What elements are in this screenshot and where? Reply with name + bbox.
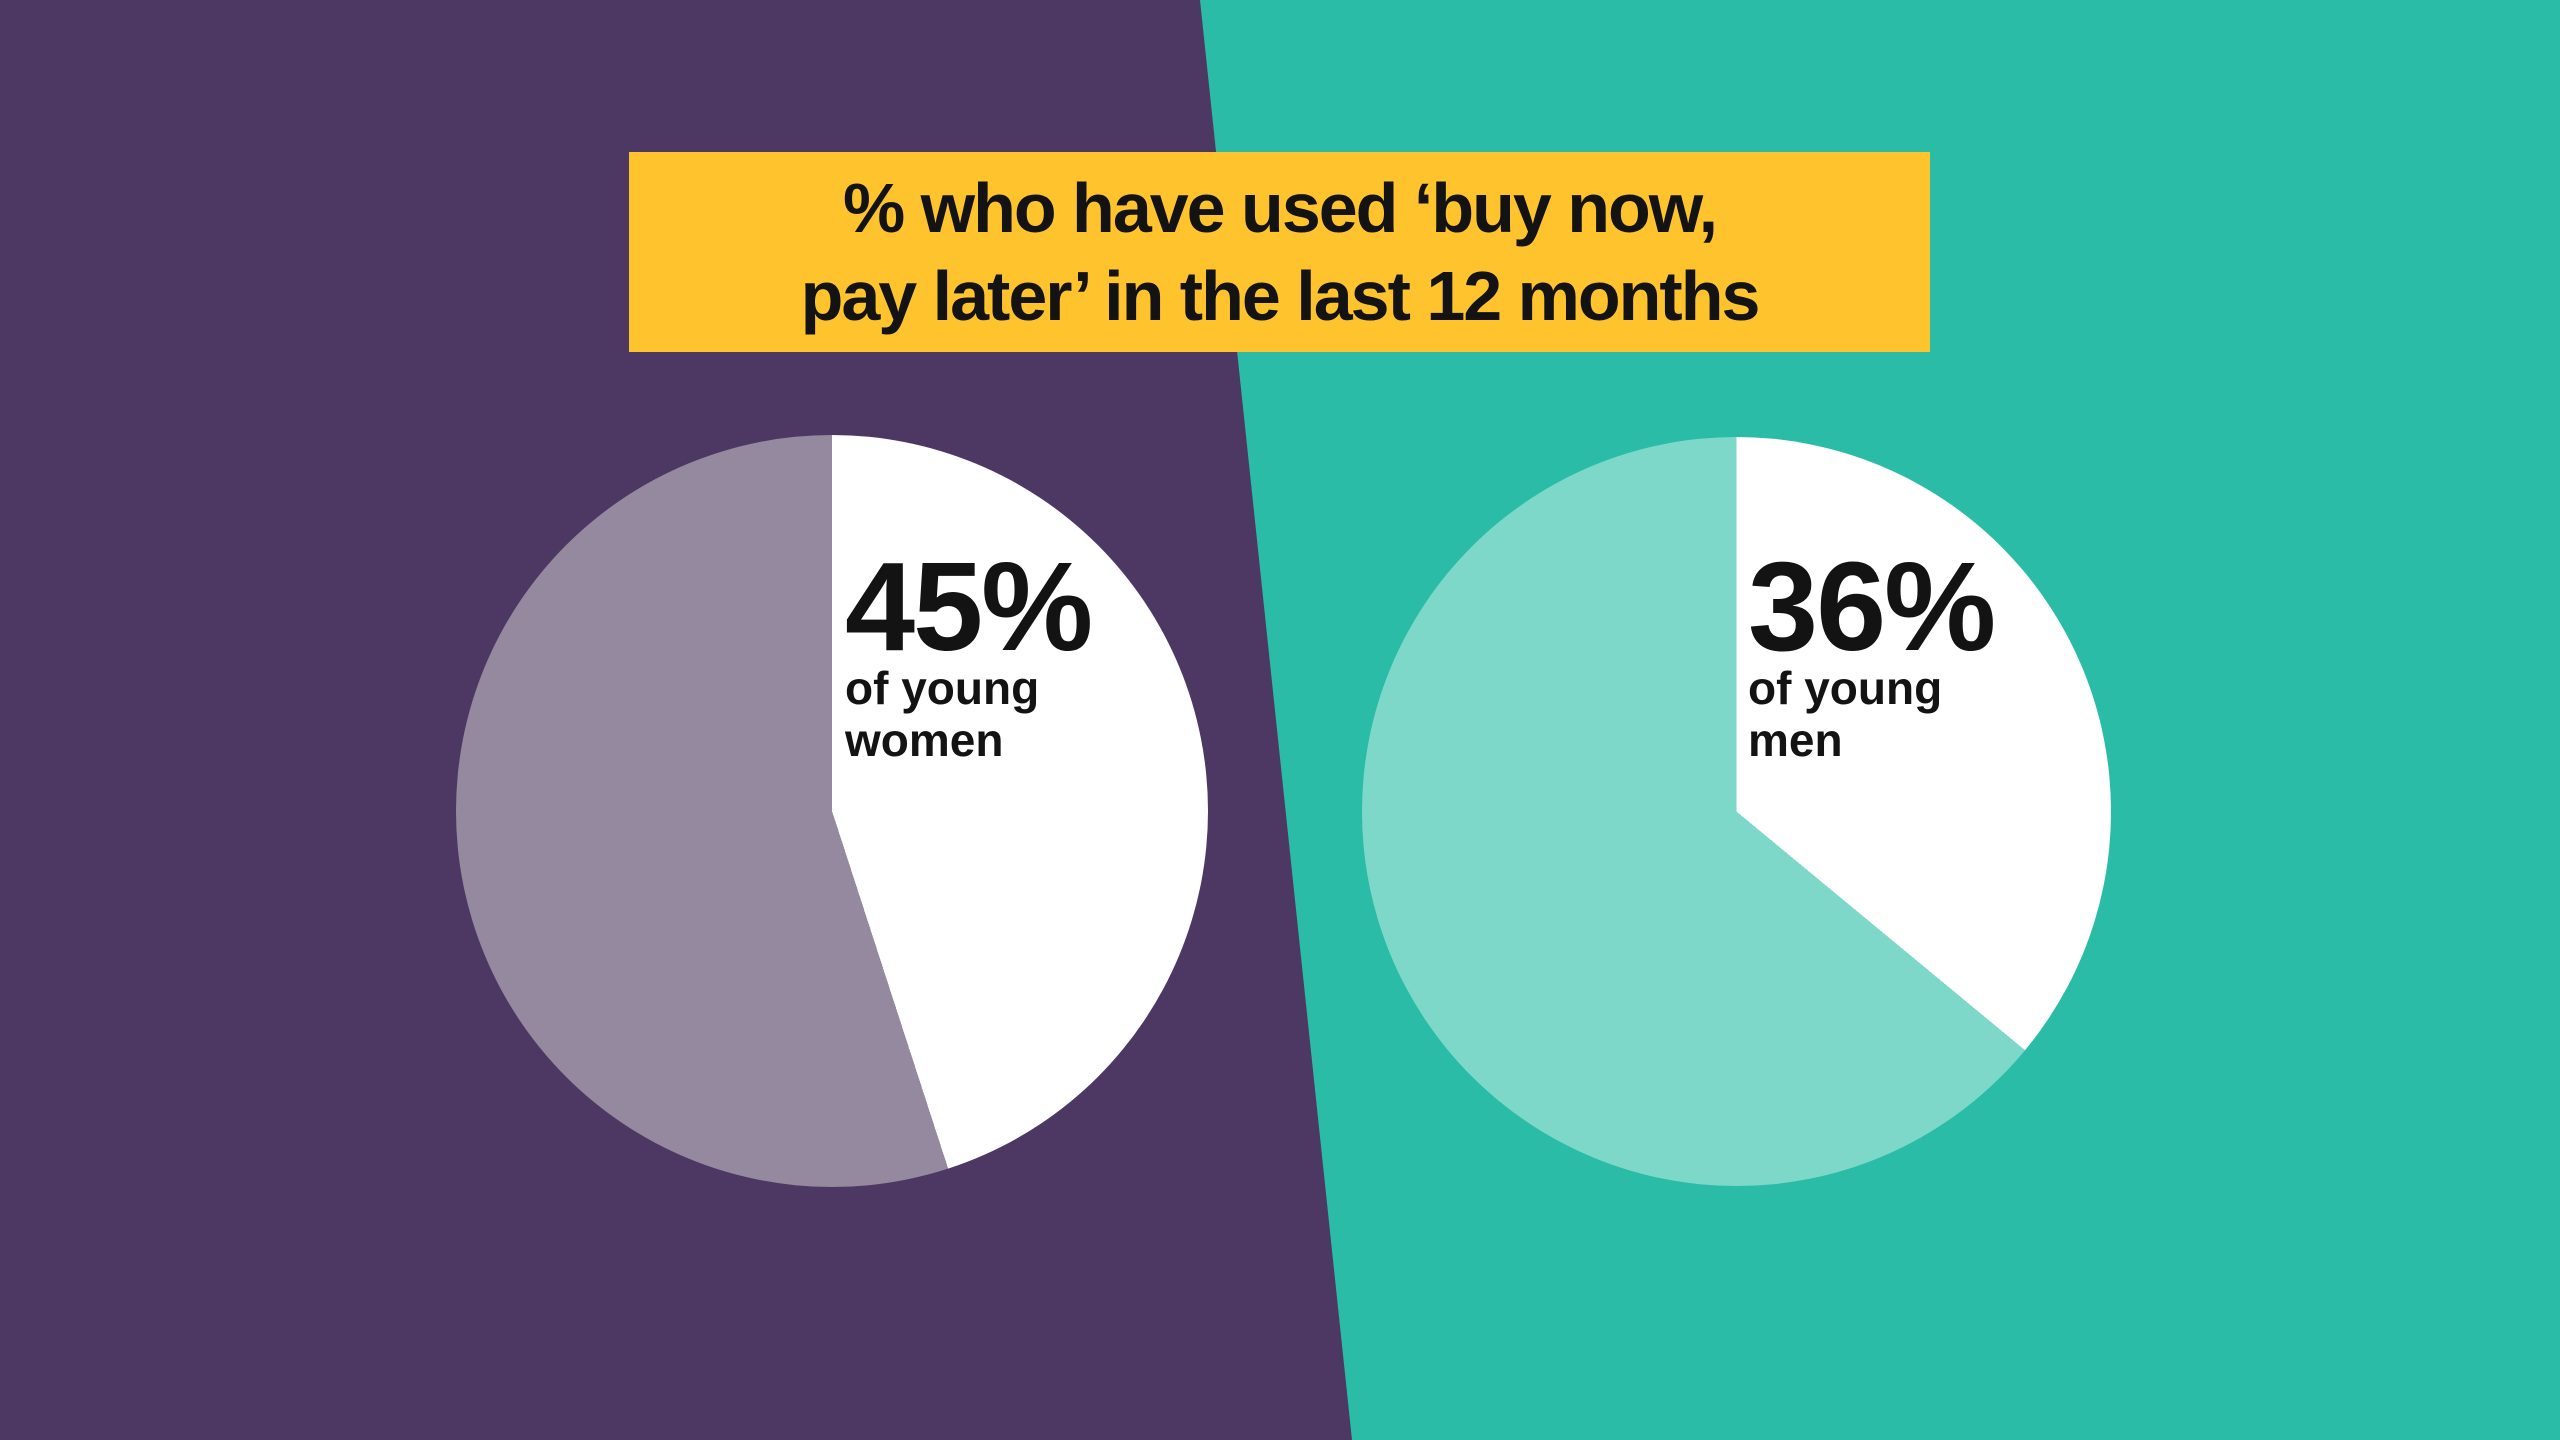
pie-chart-young-women <box>456 435 1208 1187</box>
pie-value-young-women: 45% <box>845 536 1093 677</box>
pie-label-young-men: 36% of young men <box>1748 536 1996 767</box>
title-line-1: % who have used ‘buy now, <box>842 169 1718 247</box>
pie-sublabel-young-women-line1: of young <box>845 662 1040 714</box>
pie-chart-young-men <box>1362 437 2111 1186</box>
title-banner: % who have used ‘buy now, pay later’ in … <box>629 152 1930 352</box>
pie-value-young-men: 36% <box>1748 536 1996 677</box>
pie-sublabel-young-women-line2: women <box>845 714 1004 766</box>
pie-label-young-women: 45% of young women <box>845 536 1093 767</box>
pie-sublabel-young-men-line2: men <box>1748 714 1843 766</box>
title-line-2: pay later’ in the last 12 months <box>800 257 1761 335</box>
pie-sublabel-young-men-line1: of young <box>1748 662 1943 714</box>
